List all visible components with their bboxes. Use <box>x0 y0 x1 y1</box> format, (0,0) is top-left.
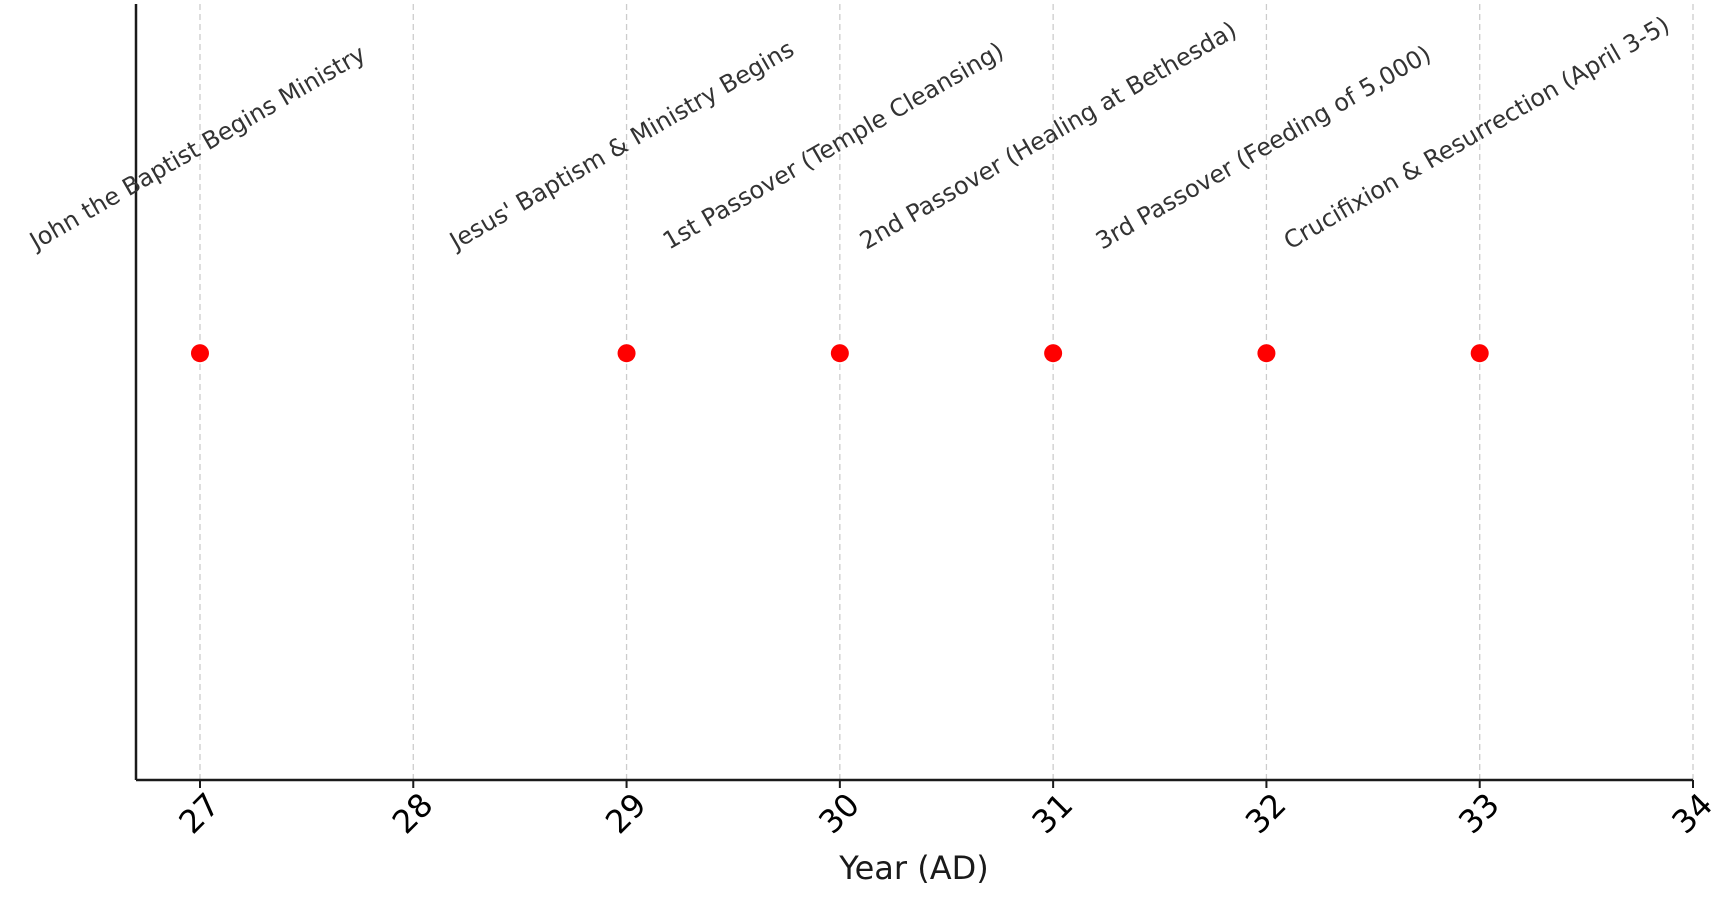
event-point-27 <box>190 344 209 363</box>
event-labels: John the Baptist Begins Ministry Jesus' B… <box>23 11 1674 256</box>
x-tick-label-30: 30 <box>811 785 867 841</box>
event-label-33: Crucifixion & Resurrection (April 3-5) <box>1279 11 1674 255</box>
x-tick-label-28: 28 <box>385 785 441 841</box>
x-tick-label-31: 31 <box>1025 785 1081 841</box>
event-label-29: Jesus' Baptism & Ministry Begins <box>443 35 799 256</box>
event-point-33 <box>1470 344 1489 363</box>
event-point-31 <box>1044 344 1063 363</box>
x-tick-label-33: 33 <box>1451 785 1507 841</box>
x-axis-title: Year (AD) <box>838 849 988 887</box>
axes <box>134 4 1693 782</box>
x-tick-label-27: 27 <box>171 785 227 841</box>
x-tick-label-32: 32 <box>1238 785 1294 841</box>
x-tick-label-34: 34 <box>1664 785 1720 841</box>
event-point-29 <box>617 344 636 363</box>
event-points <box>190 344 1489 363</box>
event-label-27: John the Baptist Begins Ministry <box>23 40 370 257</box>
event-point-32 <box>1257 344 1276 363</box>
x-axis-ticks: 27 28 29 30 31 32 33 34 <box>171 780 1720 841</box>
event-label-30: 1st Passover (Temple Cleansing) <box>658 37 1008 256</box>
event-label-31: 2nd Passover (Healing at Bethesda) <box>855 16 1241 255</box>
event-point-30 <box>830 344 849 363</box>
x-tick-label-29: 29 <box>598 785 654 841</box>
